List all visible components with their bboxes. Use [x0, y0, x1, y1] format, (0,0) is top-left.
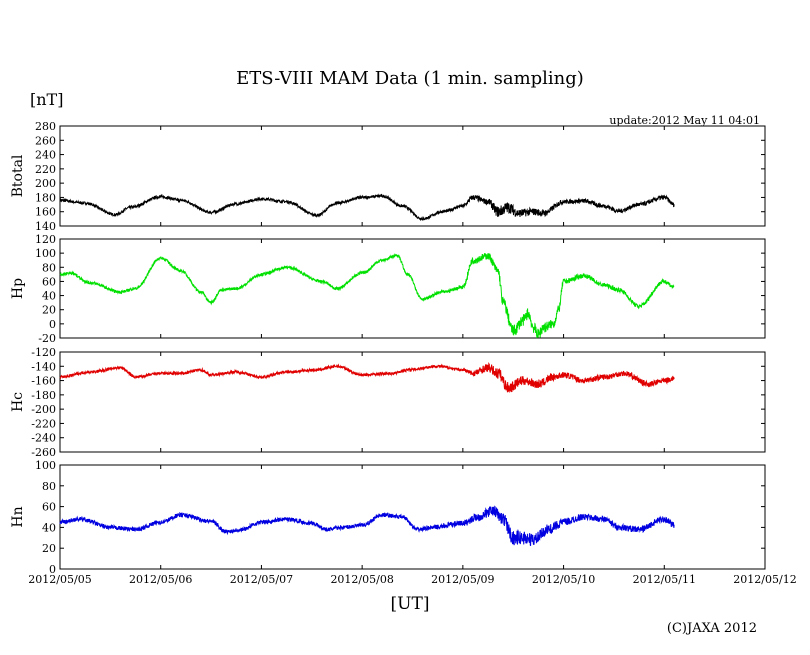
y-tick-label: 220 — [35, 163, 56, 176]
panel-hc: -260-240 -220-200-180-160 -140-120 Hc — [10, 346, 766, 459]
x-axis-label: [UT] — [391, 594, 430, 614]
y-tick-label: 80 — [42, 261, 56, 274]
y-tick-label: 180 — [35, 191, 56, 204]
x-tick-label: 2012/05/06 — [129, 573, 192, 586]
y-tick-label: 20 — [42, 542, 56, 555]
y-tick-label: 80 — [42, 480, 56, 493]
series-line-hc — [59, 362, 675, 394]
y-tick-label: 280 — [35, 120, 56, 133]
y-tick-label: -200 — [31, 403, 56, 416]
y-tick-label: -260 — [31, 446, 56, 459]
panel-label-hp: Hp — [10, 278, 26, 299]
panel-frame — [59, 238, 766, 339]
y-tick-label: 20 — [42, 304, 56, 317]
panel-frame — [59, 464, 766, 570]
y-tick-label: -140 — [31, 360, 56, 373]
x-tick-label: 2012/05/08 — [330, 573, 393, 586]
y-tick-label: -180 — [31, 389, 56, 402]
y-tick-label: -120 — [31, 346, 56, 359]
update-label: update:2012 May 11 04:01 — [609, 114, 760, 127]
y-tick-label: 40 — [42, 521, 56, 534]
y-tick-label: 240 — [35, 149, 56, 162]
y-tick-label: -240 — [31, 432, 56, 445]
panel-label-hn: Hn — [10, 506, 26, 527]
y-tick-label: 140 — [35, 220, 56, 233]
x-tick-label: 2012/05/07 — [230, 573, 293, 586]
y-tick-label: -20 — [38, 332, 56, 345]
y-tick-label: 0 — [49, 318, 56, 331]
x-tick-label: 2012/05/09 — [431, 573, 494, 586]
y-tick-label: 120 — [35, 233, 56, 246]
y-tick-label: 40 — [42, 290, 56, 303]
x-tick-label: 2012/05/12 — [733, 573, 796, 586]
y-tick-label: 100 — [35, 459, 56, 472]
x-tick-label: 2012/05/05 — [28, 573, 91, 586]
y-tick-label: 160 — [35, 206, 56, 219]
y-tick-label: -220 — [31, 417, 56, 430]
unit-label: [nT] — [30, 90, 63, 109]
y-tick-label: 100 — [35, 247, 56, 260]
panel-label-btotal: Btotal — [10, 154, 26, 197]
series-line-hn — [59, 505, 675, 547]
series-line-hp — [59, 252, 675, 339]
y-tick-label: 260 — [35, 134, 56, 147]
chart-title: ETS-VIII MAM Data (1 min. sampling) — [236, 68, 584, 89]
x-tick-label: 2012/05/10 — [532, 573, 595, 586]
series-line-btotal — [59, 193, 675, 221]
panel-frame — [59, 351, 766, 453]
panel-hn: 0 20 40 60 80 100 Hn — [10, 459, 766, 576]
y-tick-label: 60 — [42, 275, 56, 288]
copyright-label: (C)JAXA 2012 — [667, 621, 757, 636]
panel-label-hc: Hc — [10, 392, 26, 412]
x-axis-ticks: 2012/05/05 2012/05/06 2012/05/07 2012/05/08… — [28, 573, 796, 586]
panels-group: 140160180200220240260280Btotal-200204060… — [10, 120, 766, 576]
x-tick-label: 2012/05/11 — [633, 573, 696, 586]
y-tick-label: -160 — [31, 375, 56, 388]
y-tick-label: 60 — [42, 501, 56, 514]
y-tick-label: 200 — [35, 177, 56, 190]
panel-frame — [59, 125, 766, 227]
y-tick-label: 0 — [49, 563, 56, 576]
